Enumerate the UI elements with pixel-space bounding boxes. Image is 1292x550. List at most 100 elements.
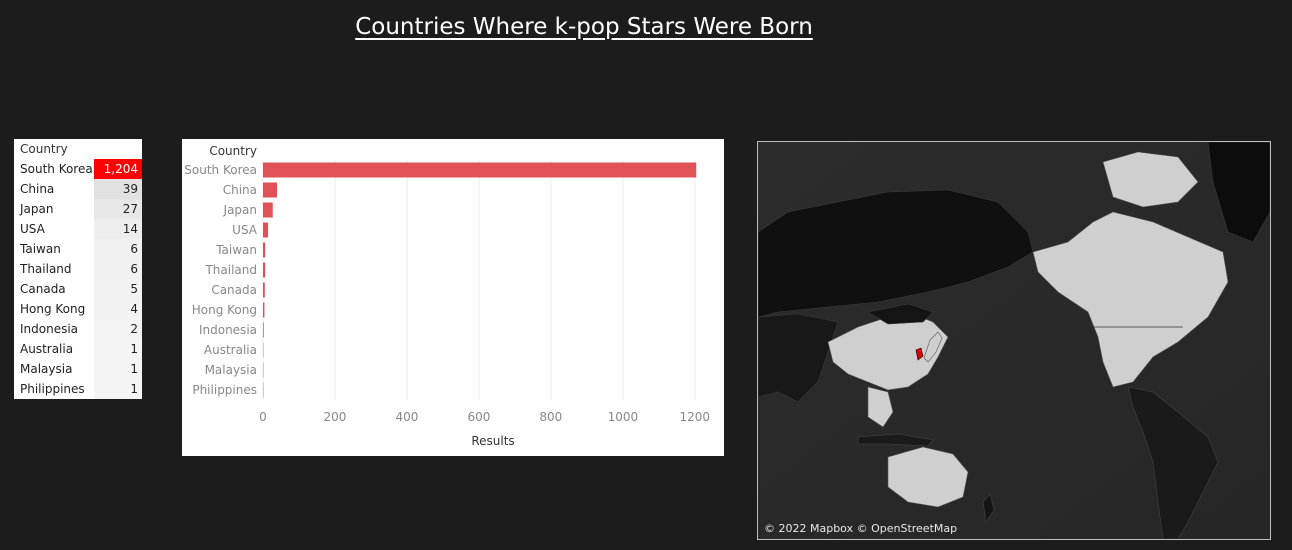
table-row[interactable]: Indonesia 2 — [14, 319, 142, 339]
y-tick-label: Japan — [223, 203, 257, 217]
row-count-value: 5 — [130, 282, 138, 296]
table-row[interactable]: Malaysia 1 — [14, 359, 142, 379]
row-value-cell — [94, 219, 142, 239]
bar — [263, 262, 266, 278]
row-value-cell — [94, 259, 142, 279]
y-tick-label: Philippines — [192, 383, 257, 397]
row-country-label: Thailand — [20, 262, 72, 276]
table-header-label: Country — [20, 142, 68, 156]
row-country-label: Japan — [20, 202, 54, 216]
bar — [263, 202, 273, 218]
y-tick-label: Australia — [204, 343, 257, 357]
table-row[interactable]: Thailand 6 — [14, 259, 142, 279]
world-map[interactable]: © 2022 Mapbox © OpenStreetMap — [757, 141, 1271, 540]
south-america-shape — [1127, 386, 1219, 539]
row-value-cell — [94, 179, 142, 199]
arctic-islands-shape — [1102, 151, 1199, 208]
row-count-value: 6 — [130, 262, 138, 276]
row-count-value: 1 — [130, 342, 138, 356]
x-axis-label: Results — [471, 434, 514, 448]
table-row[interactable]: Canada 5 — [14, 279, 142, 299]
row-country-label: Philippines — [20, 382, 85, 396]
row-name-cell — [14, 259, 94, 279]
y-tick-label: China — [223, 183, 257, 197]
bar — [263, 302, 265, 318]
row-name-cell — [14, 239, 94, 259]
map-attribution: © 2022 Mapbox © OpenStreetMap — [764, 522, 958, 535]
y-tick-label: Hong Kong — [192, 303, 257, 317]
australia-shape — [887, 446, 969, 508]
japan-shape — [923, 331, 943, 363]
row-name-cell — [14, 339, 94, 359]
map-canvas — [758, 142, 1270, 539]
new-zealand-shape — [982, 493, 995, 523]
table-row[interactable]: Japan 27 — [14, 199, 142, 219]
row-count-value: 14 — [122, 222, 138, 236]
bar — [263, 182, 278, 198]
row-country-label: China — [20, 182, 55, 196]
row-country-label: USA — [20, 222, 45, 236]
row-count-value: 39 — [122, 182, 138, 196]
row-count-value: 1 — [130, 362, 138, 376]
row-name-cell — [14, 299, 94, 319]
row-name-cell — [14, 319, 94, 339]
x-tick-label: 400 — [395, 410, 418, 424]
mongolia-shape — [867, 303, 934, 325]
table-header: Country — [14, 139, 142, 160]
bar — [263, 222, 269, 238]
table-row[interactable]: USA 14 — [14, 219, 142, 239]
row-name-cell — [14, 199, 94, 219]
y-tick-label: Indonesia — [199, 323, 257, 337]
dashboard-title: Countries Where k-pop Stars Were Born — [355, 14, 813, 40]
north-america-shape — [1032, 211, 1229, 388]
row-count-value: 6 — [130, 242, 138, 256]
row-count-value: 4 — [130, 302, 138, 316]
row-name-cell — [14, 159, 94, 179]
indonesia-shape — [857, 433, 934, 447]
table-row[interactable]: South Korea 1,204 — [14, 159, 142, 179]
table-row[interactable]: Philippines 1 — [14, 379, 142, 399]
row-count-value: 1,204 — [103, 162, 138, 176]
row-country-label: Indonesia — [20, 322, 79, 336]
row-country-label: Hong Kong — [20, 302, 86, 316]
table-row[interactable]: Taiwan 6 — [14, 239, 142, 259]
row-value-cell — [94, 239, 142, 259]
table-row[interactable]: Australia 1 — [14, 339, 142, 359]
bar-chart: 0 200 400 600 800 1000 1200 Country South Korea C… — [184, 144, 711, 448]
row-country-label: Malaysia — [20, 362, 73, 376]
y-axis-header: Country — [209, 144, 257, 158]
greenland-shape — [1207, 142, 1270, 243]
table-row[interactable]: Hong Kong 4 — [14, 299, 142, 319]
x-tick-label: 1200 — [680, 410, 711, 424]
row-value-cell — [94, 379, 142, 399]
x-tick-label: 600 — [467, 410, 490, 424]
y-tick-label: Taiwan — [215, 243, 257, 257]
x-tick-label: 0 — [259, 410, 267, 424]
southeast-asia-shape — [867, 386, 894, 428]
bar — [263, 162, 697, 178]
bar — [263, 282, 265, 298]
x-tick-label: 800 — [539, 410, 562, 424]
bar — [263, 242, 266, 258]
row-name-cell — [14, 219, 94, 239]
table-row[interactable]: China 39 — [14, 179, 142, 199]
x-tick-label: 200 — [324, 410, 347, 424]
row-value-cell — [94, 299, 142, 319]
bar — [263, 322, 264, 338]
row-value-cell — [94, 339, 142, 359]
y-tick-label: USA — [232, 223, 258, 237]
row-name-cell — [14, 279, 94, 299]
row-country-label: Australia — [20, 342, 74, 356]
row-value-cell — [94, 319, 142, 339]
row-name-cell — [14, 379, 94, 399]
row-name-cell — [14, 359, 94, 379]
row-count-value: 2 — [130, 322, 138, 336]
row-value-cell — [94, 159, 142, 179]
row-country-label: South Korea — [20, 162, 93, 176]
y-tick-label: South Korea — [184, 163, 257, 177]
row-value-cell — [94, 199, 142, 219]
x-tick-label: 1000 — [608, 410, 639, 424]
bar-chart-panel: 0 200 400 600 800 1000 1200 Country South Korea C… — [182, 139, 724, 456]
y-tick-label: Thailand — [204, 263, 257, 277]
row-country-label: Canada — [20, 282, 66, 296]
